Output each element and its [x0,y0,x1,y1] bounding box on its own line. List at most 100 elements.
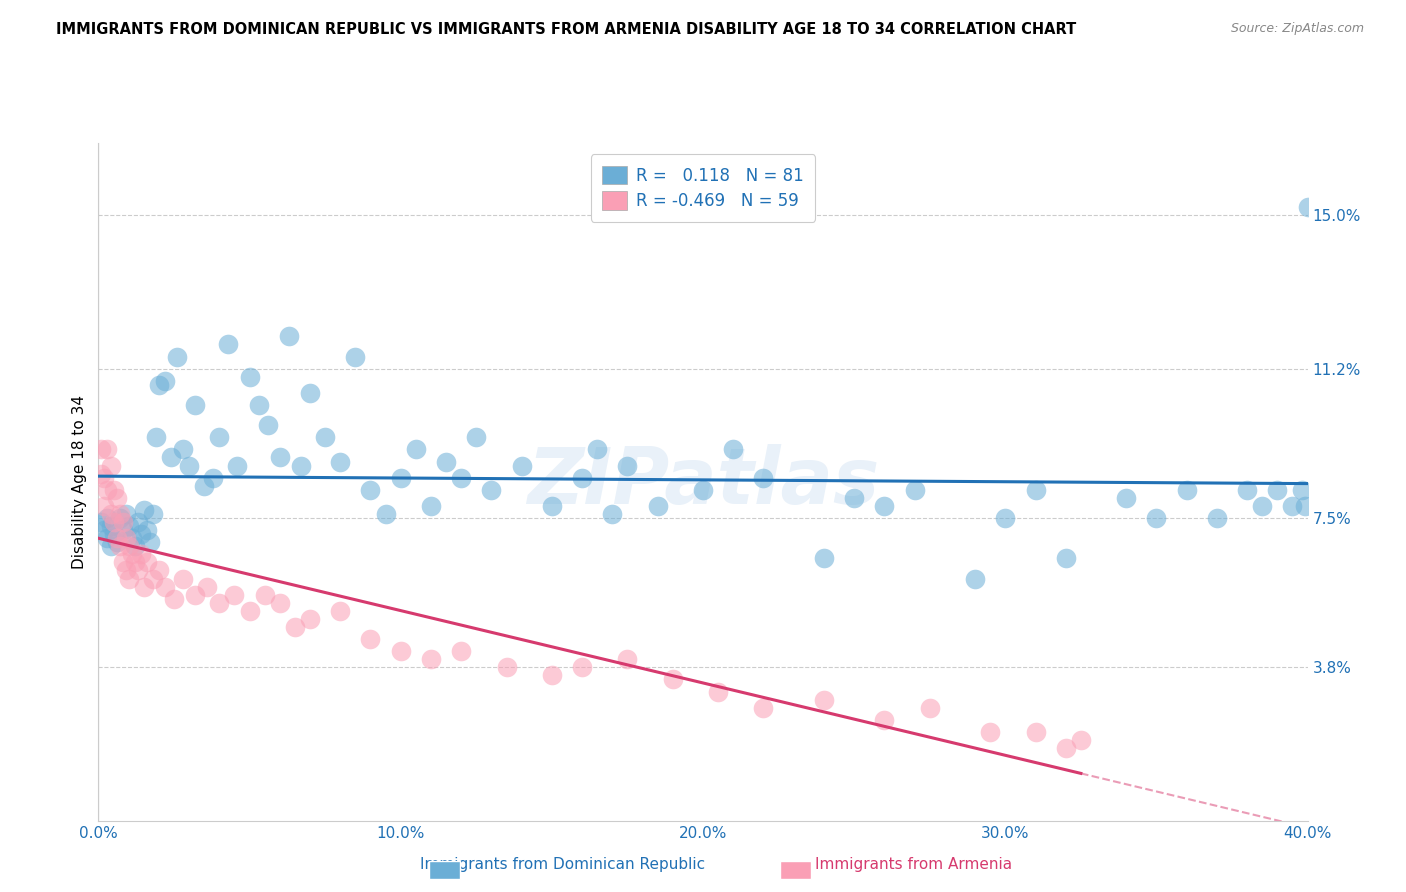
Point [844,491,866,505]
Point [121,547,143,561]
Point [103,483,125,497]
Point [813,551,835,566]
Point [752,700,775,714]
Point [495,660,517,674]
Point [148,564,170,578]
Point [105,535,128,549]
Point [108,507,131,521]
Point [111,523,134,537]
Point [571,660,593,674]
Point [247,398,270,412]
Text: Source: ZipAtlas.com: Source: ZipAtlas.com [1230,22,1364,36]
Point [616,458,638,473]
Text: IMMIGRANTS FROM DOMINICAN REPUBLIC VS IMMIGRANTS FROM ARMENIA DISABILITY AGE 18 : IMMIGRANTS FROM DOMINICAN REPUBLIC VS IM… [56,22,1077,37]
Point [360,632,382,646]
Point [166,350,188,364]
Point [994,511,1017,525]
Point [540,499,562,513]
Point [1054,551,1077,566]
Y-axis label: Disability Age 18 to 34: Disability Age 18 to 34 [72,394,87,569]
Point [208,596,231,610]
Point [239,604,262,618]
Point [239,369,262,384]
Point [571,470,593,484]
Point [195,580,218,594]
Point [153,374,176,388]
Point [707,684,730,698]
Point [1265,483,1288,497]
Point [586,442,609,457]
Point [1115,491,1137,505]
Point [450,470,472,484]
Point [127,564,149,578]
Point [269,450,291,465]
Point [177,458,201,473]
Text: Immigrants from Armenia: Immigrants from Armenia [815,857,1012,872]
Point [108,511,131,525]
Point [1281,499,1303,513]
Point [389,644,412,658]
Point [481,483,503,497]
Text: ZIPatlas: ZIPatlas [527,443,879,520]
Point [419,652,441,666]
Point [160,450,183,465]
Point [540,668,562,682]
Point [124,539,146,553]
Point [1024,483,1046,497]
Point [96,511,118,525]
Point [1296,200,1319,214]
Point [465,430,488,444]
Point [93,499,115,513]
Point [114,507,136,521]
Point [918,700,941,714]
Point [96,483,118,497]
Point [1175,483,1198,497]
Point [114,564,136,578]
Point [93,470,115,484]
Point [314,430,336,444]
Point [103,527,125,541]
Point [135,555,157,569]
Point [434,454,457,468]
Point [111,515,134,529]
Point [139,535,162,549]
Point [873,713,896,727]
Point [217,337,239,351]
Point [100,458,122,473]
Point [419,499,441,513]
Point [253,588,276,602]
Point [602,507,624,521]
Point [148,377,170,392]
Point [269,596,291,610]
Point [184,398,207,412]
Point [329,454,352,468]
Point [90,467,112,481]
Point [100,539,122,553]
Point [90,515,112,529]
Point [752,470,775,484]
Point [661,673,683,687]
Point [510,458,533,473]
Point [90,442,112,457]
Point [904,483,927,497]
Point [127,515,149,529]
Text: Immigrants from Dominican Republic: Immigrants from Dominican Republic [420,857,704,872]
Point [100,507,122,521]
Point [360,483,382,497]
Point [299,385,322,400]
Point [142,572,165,586]
Point [1144,511,1167,525]
Point [1291,483,1313,497]
Point [153,580,176,594]
Point [208,430,231,444]
Point [284,620,307,634]
Point [103,515,125,529]
Point [96,531,118,545]
Point [813,692,835,706]
Legend: R =   0.118   N = 81, R = -0.469   N = 59: R = 0.118 N = 81, R = -0.469 N = 59 [591,154,815,222]
Point [1024,724,1046,739]
Point [344,350,367,364]
Point [1070,733,1092,747]
Point [105,491,128,505]
Point [374,507,396,521]
